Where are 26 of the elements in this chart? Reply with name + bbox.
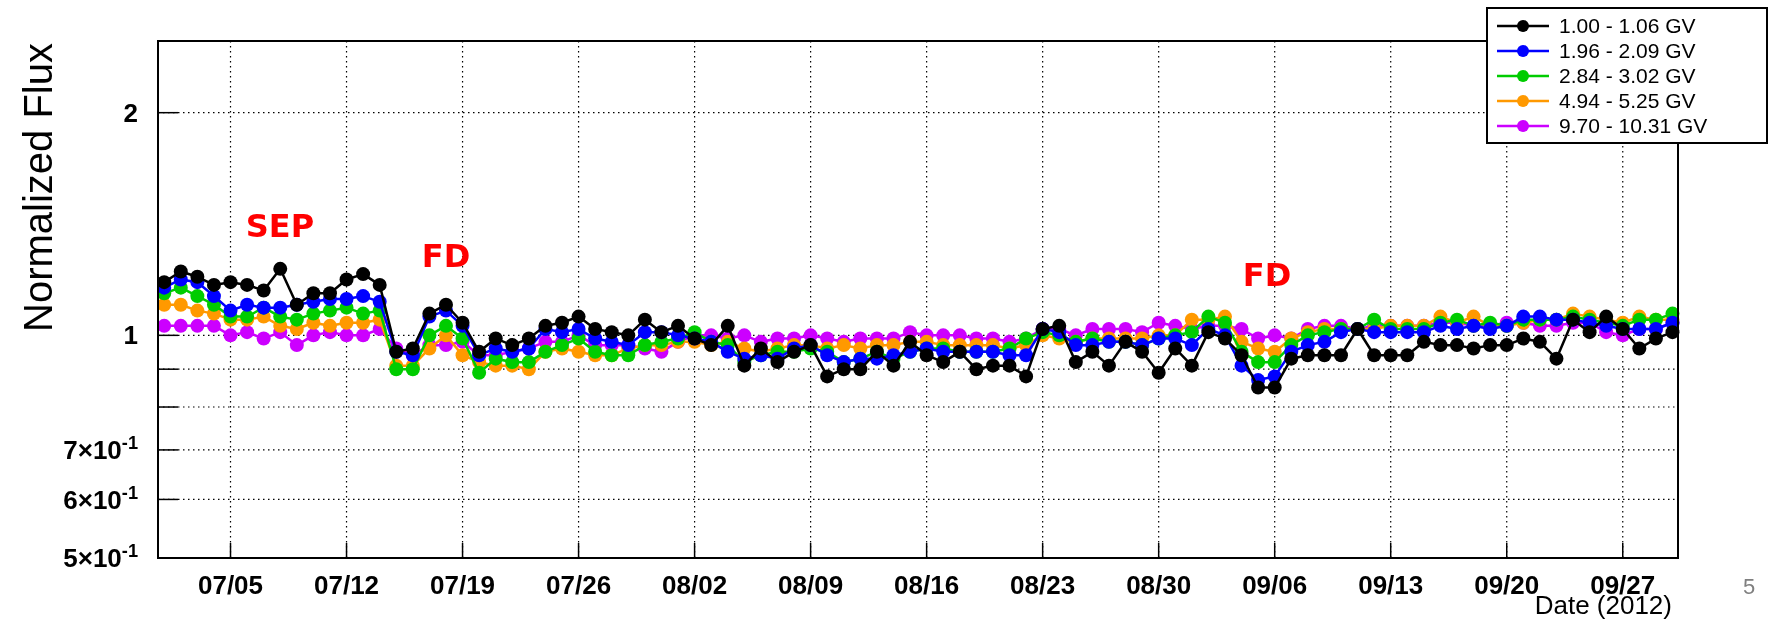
x-tick-label: 08/30 <box>1126 570 1192 600</box>
x-tick-label: 07/19 <box>430 570 496 600</box>
x-tick-label: 08/23 <box>1010 570 1076 600</box>
y-tick-label: 6×10$^{-1}$ <box>63 482 138 515</box>
x-tick-label: 08/16 <box>894 570 960 600</box>
legend-label: 1.00 - 1.06 GV <box>1559 14 1696 38</box>
x-tick-label: 07/05 <box>197 570 264 600</box>
x-tick-label: 09/06 <box>1242 570 1308 600</box>
text: 5 <box>1742 574 1756 599</box>
y-axis-title: Normalized Flux <box>16 43 60 332</box>
x-tick-label: 07/12 <box>313 570 380 600</box>
y-tick-label: 5×10$^{-1}$ <box>63 541 138 574</box>
x-tick-label: 07/26 <box>546 570 612 600</box>
x-tick-label: 09/13 <box>1358 570 1424 600</box>
legend-label: 2.84 - 3.02 GV <box>1559 64 1696 88</box>
legend-label: 9.70 - 10.31 GV <box>1559 114 1708 138</box>
legend-label: 4.94 - 5.25 GV <box>1559 89 1696 113</box>
legend-label: 1.96 - 2.09 GV <box>1559 39 1696 63</box>
y-tick-label: 2 <box>123 97 138 128</box>
x-tick-label: 08/02 <box>662 570 728 600</box>
y-tick-label: 1 <box>123 320 138 351</box>
annotation: FD <box>1242 256 1292 295</box>
x-tick-label: 08/09 <box>778 570 844 600</box>
y-tick-label: 7×10$^{-1}$ <box>63 433 138 466</box>
annotation: SEP <box>245 207 315 246</box>
annotation: FD <box>421 237 471 276</box>
